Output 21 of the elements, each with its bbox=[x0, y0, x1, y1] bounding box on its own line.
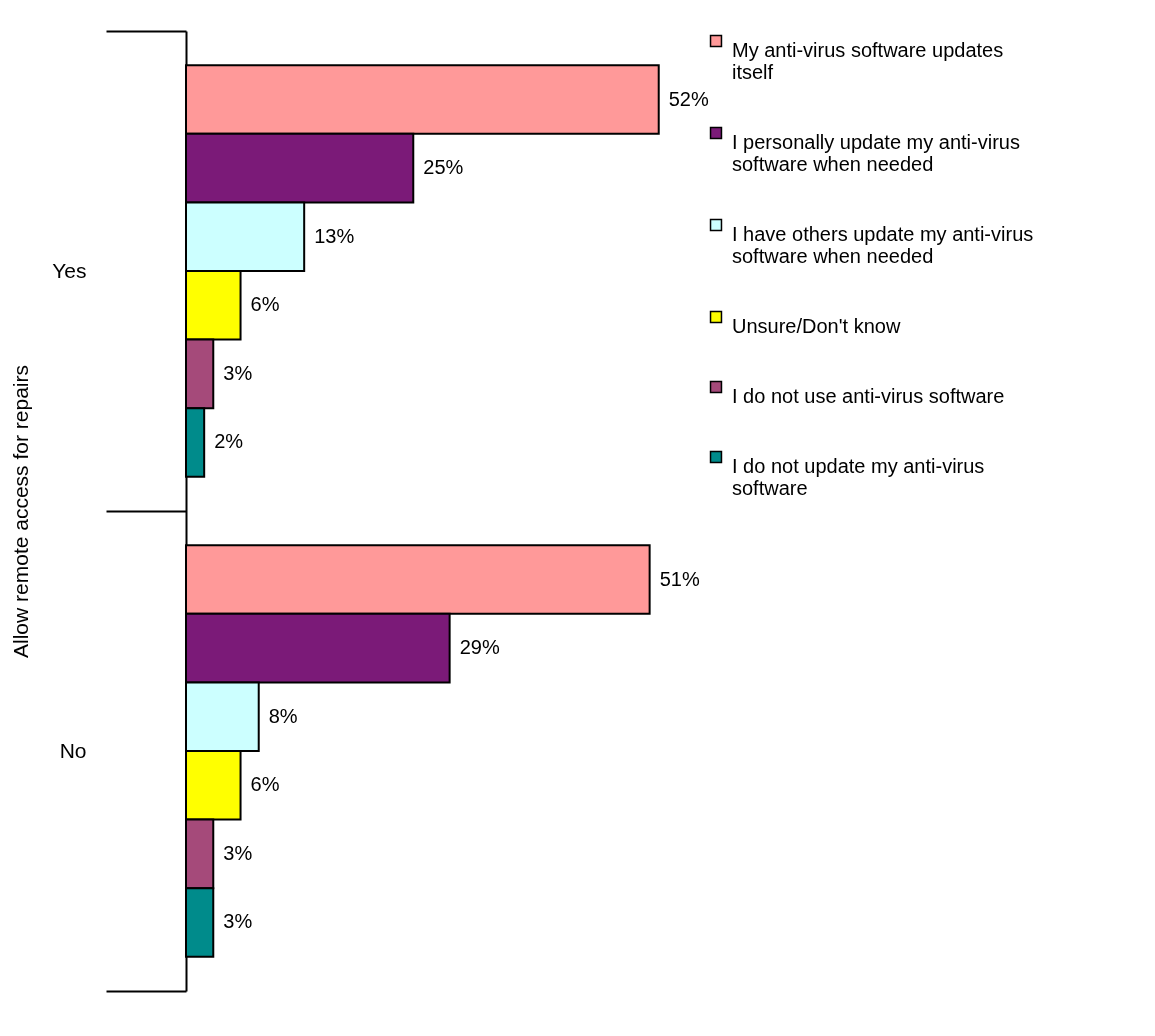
data-label: 25% bbox=[423, 156, 464, 179]
data-label: 29% bbox=[459, 636, 500, 659]
data-label: 6% bbox=[250, 773, 280, 796]
data-label: 3% bbox=[223, 910, 253, 933]
legend-label: Unsure/Don't know bbox=[732, 315, 901, 337]
data-label: 51% bbox=[659, 567, 700, 590]
data-label: 6% bbox=[250, 293, 280, 316]
data-label: 13% bbox=[314, 224, 355, 247]
y-tick-label: Yes bbox=[52, 258, 87, 282]
legend-label: I do not use anti-virus software bbox=[732, 385, 1005, 407]
data-label: 3% bbox=[223, 841, 253, 864]
data-label: 3% bbox=[223, 361, 253, 384]
legend-label: I do not update my anti-virus software bbox=[732, 455, 985, 499]
data-label: 52% bbox=[668, 87, 709, 110]
data-label: 2% bbox=[214, 430, 244, 453]
legend-label: I personally update my anti-virus software when needed bbox=[732, 131, 1020, 175]
data-label: 8% bbox=[268, 704, 298, 727]
y-tick-label: No bbox=[59, 738, 87, 762]
legend-label: My anti-virus software updates itself bbox=[732, 39, 1004, 83]
legend-label: I have others update my anti-virus software when needed bbox=[732, 223, 1034, 267]
y-axis-title: Allow remote access for repairs bbox=[9, 365, 33, 658]
